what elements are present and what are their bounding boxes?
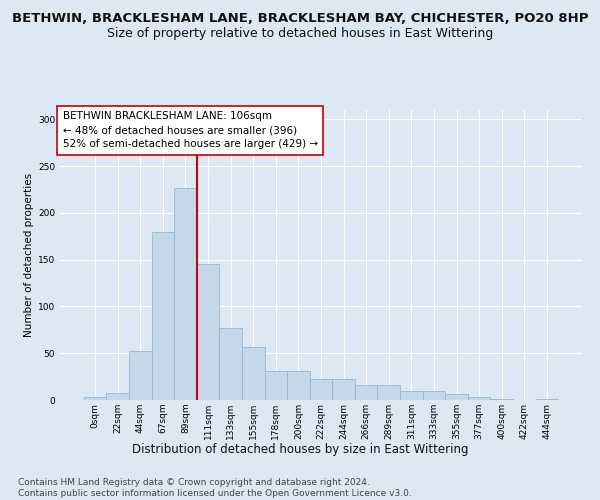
Bar bbox=[197, 264, 220, 400]
Text: Contains HM Land Registry data © Crown copyright and database right 2024.
Contai: Contains HM Land Registry data © Crown c… bbox=[18, 478, 412, 498]
Text: BETHWIN BRACKLESHAM LANE: 106sqm
← 48% of detached houses are smaller (396)
52% : BETHWIN BRACKLESHAM LANE: 106sqm ← 48% o… bbox=[62, 112, 318, 150]
Text: Distribution of detached houses by size in East Wittering: Distribution of detached houses by size … bbox=[132, 442, 468, 456]
Bar bbox=[377, 385, 400, 400]
Text: BETHWIN, BRACKLESHAM LANE, BRACKLESHAM BAY, CHICHESTER, PO20 8HP: BETHWIN, BRACKLESHAM LANE, BRACKLESHAM B… bbox=[12, 12, 588, 26]
Bar bbox=[332, 380, 355, 400]
Bar bbox=[310, 380, 332, 400]
Bar bbox=[174, 188, 197, 400]
Bar bbox=[445, 394, 468, 400]
Y-axis label: Number of detached properties: Number of detached properties bbox=[24, 173, 34, 337]
Bar bbox=[468, 397, 490, 400]
Bar bbox=[355, 385, 377, 400]
Bar bbox=[220, 328, 242, 400]
Text: Size of property relative to detached houses in East Wittering: Size of property relative to detached ho… bbox=[107, 28, 493, 40]
Bar bbox=[265, 371, 287, 400]
Bar bbox=[242, 346, 265, 400]
Bar bbox=[536, 399, 558, 400]
Bar bbox=[129, 352, 152, 400]
Bar bbox=[400, 390, 422, 400]
Bar bbox=[152, 232, 174, 400]
Bar bbox=[84, 397, 106, 400]
Bar bbox=[490, 399, 513, 400]
Bar bbox=[106, 394, 129, 400]
Bar bbox=[422, 390, 445, 400]
Bar bbox=[287, 371, 310, 400]
